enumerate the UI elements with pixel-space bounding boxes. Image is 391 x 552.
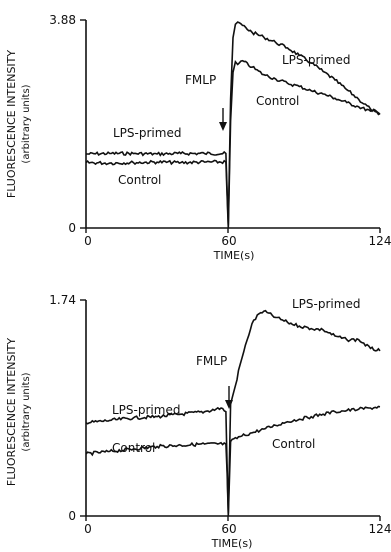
x-tick-label-0: 0 <box>84 522 92 536</box>
y-axis-label: FLUORESCENCE INTENSITY <box>5 50 18 198</box>
y-tick-label-top: 3.88 <box>49 13 76 27</box>
panel-bottom: 1.74 0 0 60 124 TIME(s) FLUORESCENCE INT… <box>5 293 391 550</box>
y-axis-sublabel: (arbitrary units) <box>21 84 32 163</box>
series-label-lps-primed: LPS-primed <box>113 126 181 140</box>
x-tick-label-124: 124 <box>369 522 391 536</box>
x-tick-label-60: 60 <box>221 234 236 248</box>
series-label-control-right: Control <box>272 437 315 451</box>
panel-top: 3.88 0 0 60 124 TIME(s) FLUORESCENCE INT… <box>5 13 391 262</box>
series-label-control: Control <box>118 173 161 187</box>
x-tick-label-0: 0 <box>84 234 92 248</box>
y-tick-label-top: 1.74 <box>49 293 76 307</box>
y-axis-sublabel: (arbitrary units) <box>21 372 32 451</box>
series-label-lps-primed: LPS-primed <box>112 403 180 417</box>
annotation-arrow <box>225 386 233 409</box>
annotation-fmlp: FMLP <box>196 354 227 368</box>
series-line-control <box>85 405 381 517</box>
y-tick-label-zero: 0 <box>68 221 76 235</box>
annotation-fmlp: FMLP <box>185 73 216 87</box>
series-label-lps-primed-right: LPS-primed <box>282 53 350 67</box>
x-tick-label-124: 124 <box>369 234 391 248</box>
annotation-arrow <box>219 108 227 131</box>
x-axis-label: TIME(s) <box>211 537 253 550</box>
y-tick-label-zero: 0 <box>68 509 76 523</box>
series-label-control-right: Control <box>256 94 299 108</box>
x-axis-label: TIME(s) <box>213 249 255 262</box>
series-label-lps-primed-right: LPS-primed <box>292 297 360 311</box>
series-line-control <box>85 59 381 229</box>
series-label-control: Control <box>112 441 155 455</box>
y-axis-label: FLUORESCENCE INTENSITY <box>5 338 18 486</box>
x-tick-label-60: 60 <box>221 522 236 536</box>
